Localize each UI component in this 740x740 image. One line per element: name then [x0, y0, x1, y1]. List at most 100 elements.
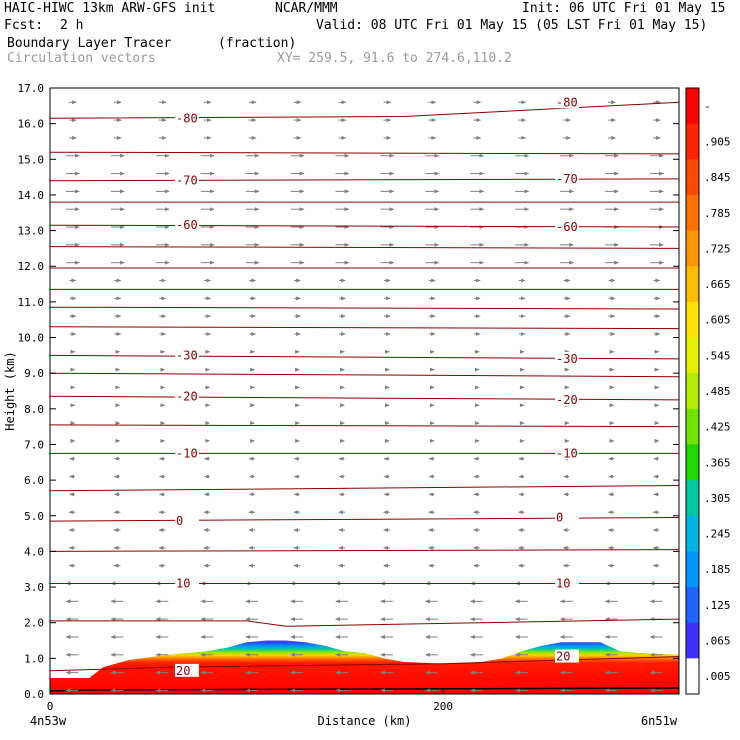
y-tick-label: 5.0 [24, 510, 44, 523]
vectors-label: Circulation vectors [7, 51, 156, 66]
contour-label: -60 [176, 218, 198, 232]
temperature-contour [49, 246, 680, 249]
colorbar-swatch [686, 658, 699, 695]
contour-label-bg [175, 576, 199, 590]
contour-label-bg [555, 220, 579, 234]
temperature-contour [49, 101, 680, 119]
y-tick-label: 6.0 [24, 474, 44, 487]
contour-label: -70 [176, 174, 198, 188]
temperature-contour [49, 424, 680, 428]
contour-label-bg [555, 171, 579, 185]
colorbar-swatch [686, 551, 699, 588]
temperature-contour [49, 372, 680, 378]
colorbar-label: .245 [704, 528, 731, 541]
contour-label: -80 [176, 111, 198, 125]
y-tick-label: 1.0 [24, 652, 44, 665]
colorbar-label: .365 [704, 456, 731, 469]
contour-label-bg [175, 446, 199, 460]
y-tick-label: 4.0 [24, 545, 44, 558]
y-tick-label: 7.0 [24, 438, 44, 451]
x-left-location: 4n53w [30, 714, 67, 728]
colorbar-swatch [686, 373, 699, 410]
temperature-contour [49, 354, 680, 360]
contour-label: -20 [556, 393, 578, 407]
colorbar-swatch [686, 123, 699, 160]
colorbar-label: .485 [704, 385, 731, 398]
contour-label-bg [175, 389, 199, 403]
xy-range: XY= 259.5, 91.6 to 274.6,110.2 [277, 51, 512, 66]
y-tick-label: 0.0 [24, 688, 44, 701]
fcst-value: 2 h [60, 18, 84, 33]
colorbar-label: .545 [704, 349, 731, 362]
y-tick-label: 12.0 [18, 260, 45, 273]
colorbar-label: .605 [704, 314, 731, 327]
y-tick-label: 14.0 [18, 189, 45, 202]
contour-label-bg [175, 514, 199, 528]
temperature-contour [49, 151, 680, 155]
contour-label: 10 [556, 576, 570, 590]
colorbar-label: .785 [704, 207, 731, 220]
fcst-label: Fcst: [4, 18, 44, 33]
colorbar-swatch [686, 515, 699, 552]
contour-label-bg [555, 576, 579, 590]
y-tick-label: 13.0 [18, 225, 45, 238]
model-title: HAIC-HIWC 13km ARW-GFS init [4, 1, 216, 16]
contour-label-bg [175, 348, 199, 362]
colorbar-swatch [686, 622, 699, 659]
x-tick-label: 0 [47, 700, 54, 713]
colorbar-swatch [686, 266, 699, 303]
tracer-area [50, 640, 679, 694]
contour-label-bg [555, 392, 579, 406]
contour-label: 0 [176, 514, 183, 528]
y-tick-label: 8.0 [24, 403, 44, 416]
temperature-contour [49, 485, 680, 492]
contour-label-bg [175, 111, 199, 125]
contour-label: -10 [176, 446, 198, 460]
valid-time: Valid: 08 UTC Fri 01 May 15 (05 LST Fri … [316, 18, 708, 33]
x-right-location: 6n51w [641, 714, 678, 728]
y-tick-label: 16.0 [18, 118, 45, 131]
colorbar-label: .185 [704, 563, 731, 576]
colorbar-label: .425 [704, 421, 731, 434]
field-name: Boundary Layer Tracer [7, 36, 172, 51]
colorbar-label: .305 [704, 492, 731, 505]
y-tick-label: 10.0 [18, 332, 45, 345]
colorbar-frame [685, 87, 700, 695]
contour-label-bg [555, 510, 579, 524]
colorbar-swatch [686, 159, 699, 196]
contour-label-bg [555, 95, 579, 109]
contour-label: 10 [176, 576, 190, 590]
y-tick-label: 9.0 [24, 367, 44, 380]
temperature-contour [49, 224, 680, 228]
contour-label-bg [175, 218, 199, 232]
temperature-contour [49, 306, 680, 310]
colorbar-label: .125 [704, 599, 731, 612]
init-time: Init: 06 UTC Fri 01 May 15 [522, 1, 726, 16]
temperature-contour [49, 549, 680, 552]
y-tick-label: 17.0 [18, 82, 45, 95]
temperature-contour [49, 517, 680, 522]
temperature-contour [49, 395, 680, 401]
colorbar-swatch [686, 88, 699, 125]
colorbar-label: .905 [704, 135, 731, 148]
plot-frame [49, 87, 680, 695]
x-tick-label: 200 [433, 700, 453, 713]
y-tick-label: 2.0 [24, 617, 44, 630]
contour-label: -20 [176, 389, 198, 403]
contour-label: -30 [556, 352, 578, 366]
contour-label: -10 [556, 446, 578, 460]
y-tick-label: 11.0 [18, 296, 45, 309]
contour-label-bg [175, 173, 199, 187]
contour-label-bg [175, 663, 199, 677]
temperature-contour [49, 326, 680, 330]
colorbar-label: .005 [704, 670, 731, 683]
y-tick-label: 15.0 [18, 153, 45, 166]
colorbar-swatch [686, 301, 699, 339]
contour-label-bg [555, 351, 579, 365]
colorbar-label: - [704, 100, 711, 113]
contour-label: 0 [556, 511, 563, 525]
x-axis-label: Distance (km) [318, 714, 412, 728]
colorbar-swatch [686, 194, 699, 232]
colorbar-swatch [686, 480, 699, 517]
